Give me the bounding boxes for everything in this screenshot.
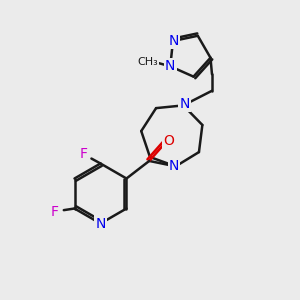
Text: N: N [180, 97, 190, 111]
Text: N: N [168, 34, 179, 48]
Text: F: F [51, 205, 59, 218]
Text: O: O [163, 134, 174, 148]
Text: F: F [80, 148, 88, 161]
Text: N: N [169, 159, 179, 173]
Text: CH₃: CH₃ [137, 57, 158, 67]
Text: N: N [165, 59, 175, 73]
Text: N: N [95, 217, 106, 230]
